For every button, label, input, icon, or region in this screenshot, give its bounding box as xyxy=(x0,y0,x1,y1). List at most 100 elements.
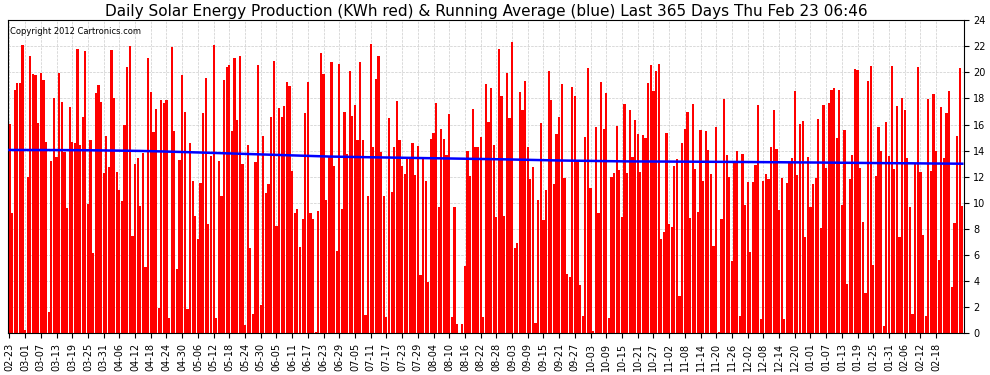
Bar xyxy=(344,112,346,333)
Bar xyxy=(48,312,50,333)
Bar xyxy=(191,181,194,333)
Bar xyxy=(74,143,76,333)
Bar xyxy=(160,100,162,333)
Bar xyxy=(105,136,107,333)
Bar xyxy=(223,81,225,333)
Bar xyxy=(168,318,170,333)
Bar xyxy=(409,159,411,333)
Bar xyxy=(762,181,764,333)
Bar xyxy=(140,206,142,333)
Bar xyxy=(856,70,858,333)
Bar xyxy=(605,93,608,333)
Bar xyxy=(137,158,139,333)
Bar xyxy=(68,107,70,333)
Bar xyxy=(742,154,743,333)
Bar xyxy=(689,218,691,333)
Bar xyxy=(662,232,665,333)
Bar xyxy=(571,87,573,333)
Bar xyxy=(19,83,21,333)
Bar xyxy=(767,179,769,333)
Bar xyxy=(247,145,248,333)
Bar xyxy=(788,163,791,333)
Bar xyxy=(479,137,482,333)
Bar xyxy=(729,177,731,333)
Bar xyxy=(323,74,325,333)
Bar xyxy=(624,104,626,333)
Bar xyxy=(58,74,60,333)
Bar xyxy=(640,172,642,333)
Bar xyxy=(552,184,555,333)
Bar xyxy=(883,326,885,333)
Bar xyxy=(8,124,11,333)
Bar xyxy=(686,112,689,333)
Bar xyxy=(566,274,568,333)
Bar xyxy=(353,105,356,333)
Bar xyxy=(87,204,89,333)
Bar xyxy=(568,277,571,333)
Bar xyxy=(836,138,838,333)
Bar xyxy=(393,147,395,333)
Bar xyxy=(935,151,938,333)
Bar xyxy=(482,316,484,333)
Bar xyxy=(346,154,348,333)
Bar xyxy=(309,213,312,333)
Bar xyxy=(773,110,775,333)
Bar xyxy=(621,217,623,333)
Bar xyxy=(815,178,817,333)
Bar xyxy=(325,200,328,333)
Bar xyxy=(280,117,283,333)
Bar xyxy=(251,315,254,333)
Bar xyxy=(619,170,621,333)
Bar xyxy=(807,157,809,333)
Bar xyxy=(723,99,726,333)
Bar xyxy=(642,135,644,333)
Bar xyxy=(652,91,654,333)
Bar xyxy=(270,117,272,333)
Bar xyxy=(453,207,455,333)
Bar xyxy=(634,120,637,333)
Bar xyxy=(249,248,251,333)
Bar xyxy=(11,213,13,333)
Bar xyxy=(197,239,199,333)
Bar xyxy=(97,85,100,333)
Bar xyxy=(799,124,801,333)
Bar xyxy=(471,109,474,333)
Bar xyxy=(684,129,686,333)
Bar xyxy=(670,226,673,333)
Bar xyxy=(783,319,785,333)
Bar xyxy=(825,168,828,333)
Bar xyxy=(398,141,401,333)
Bar xyxy=(215,318,218,333)
Bar xyxy=(162,103,165,333)
Bar xyxy=(390,192,393,333)
Bar xyxy=(443,139,446,333)
Bar xyxy=(925,316,927,333)
Bar xyxy=(579,285,581,333)
Bar xyxy=(692,104,694,333)
Bar xyxy=(516,243,519,333)
Bar xyxy=(76,49,78,333)
Bar xyxy=(369,45,372,333)
Bar xyxy=(485,84,487,333)
Bar xyxy=(32,74,34,333)
Bar xyxy=(702,181,704,333)
Bar xyxy=(817,119,820,333)
Bar xyxy=(940,107,942,333)
Bar xyxy=(145,267,147,333)
Bar xyxy=(694,169,696,333)
Bar xyxy=(221,196,223,333)
Bar xyxy=(60,102,63,333)
Bar xyxy=(50,160,52,333)
Bar xyxy=(100,102,102,333)
Bar xyxy=(655,71,657,333)
Bar xyxy=(508,118,511,333)
Bar xyxy=(24,330,27,333)
Bar xyxy=(530,179,532,333)
Bar xyxy=(731,261,733,333)
Bar xyxy=(328,156,330,333)
Bar xyxy=(587,68,589,333)
Bar xyxy=(558,117,560,333)
Bar xyxy=(149,92,151,333)
Bar xyxy=(920,172,922,333)
Bar xyxy=(678,296,681,333)
